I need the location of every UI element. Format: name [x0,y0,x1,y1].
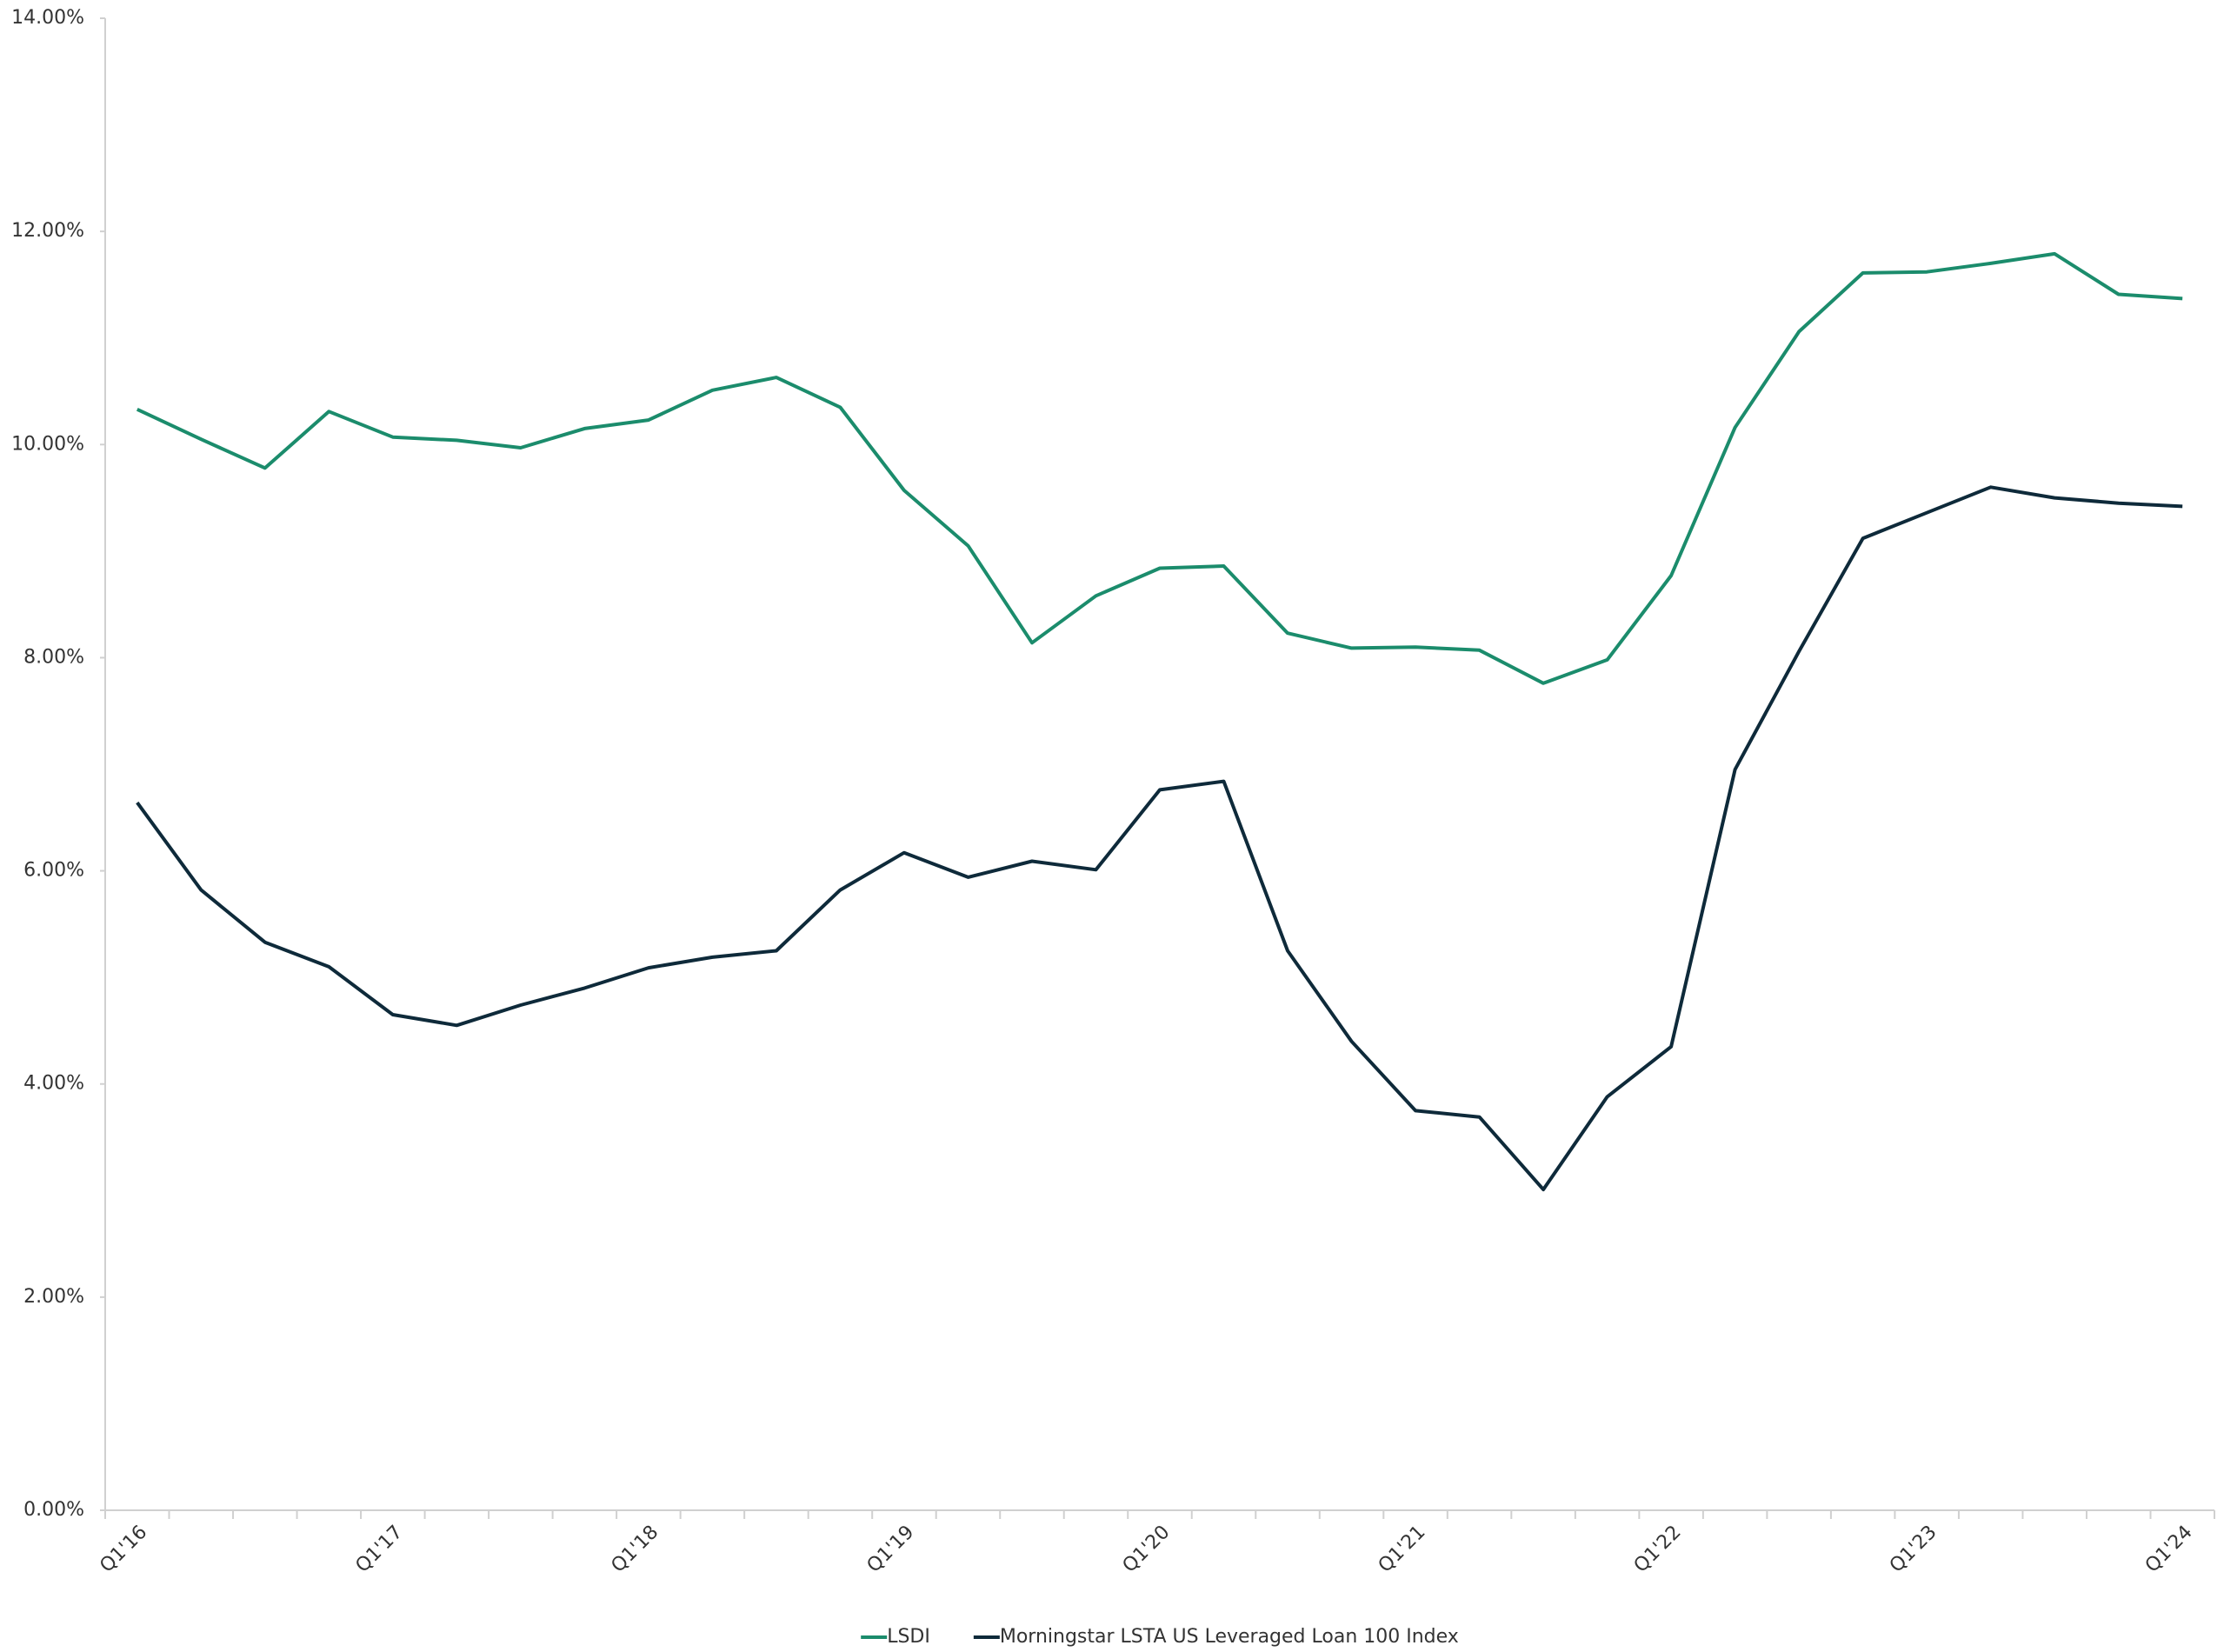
series-line [136,251,2183,685]
y-tick-label: 14.00% [11,7,84,29]
x-tick-label: Q1'22 [1630,1522,1686,1577]
x-tick-label: Q1'24 [2141,1522,2197,1577]
y-tick-label: 6.00% [23,860,84,882]
y-tick-label: 12.00% [11,220,84,242]
series-line [136,485,2183,1192]
y-tick-label: 2.00% [23,1286,84,1308]
x-tick-label: Q1'18 [607,1522,663,1577]
legend-label: Morningstar LSTA US Leveraged Loan 100 I… [1000,1626,1459,1648]
y-tick-label: 8.00% [23,646,84,668]
x-tick-label: Q1'19 [863,1522,919,1577]
y-tick-label: 0.00% [23,1499,84,1521]
legend-label: LSDI [887,1626,930,1648]
x-tick-label: Q1'20 [1119,1522,1175,1577]
y-tick-label: 4.00% [23,1073,84,1095]
y-tick-label: 10.00% [11,433,84,455]
x-tick-label: Q1'23 [1886,1522,1941,1577]
x-tick-label: Q1'21 [1375,1522,1430,1577]
x-tick-label: Q1'17 [351,1522,407,1577]
x-tick-label: Q1'16 [96,1522,151,1577]
